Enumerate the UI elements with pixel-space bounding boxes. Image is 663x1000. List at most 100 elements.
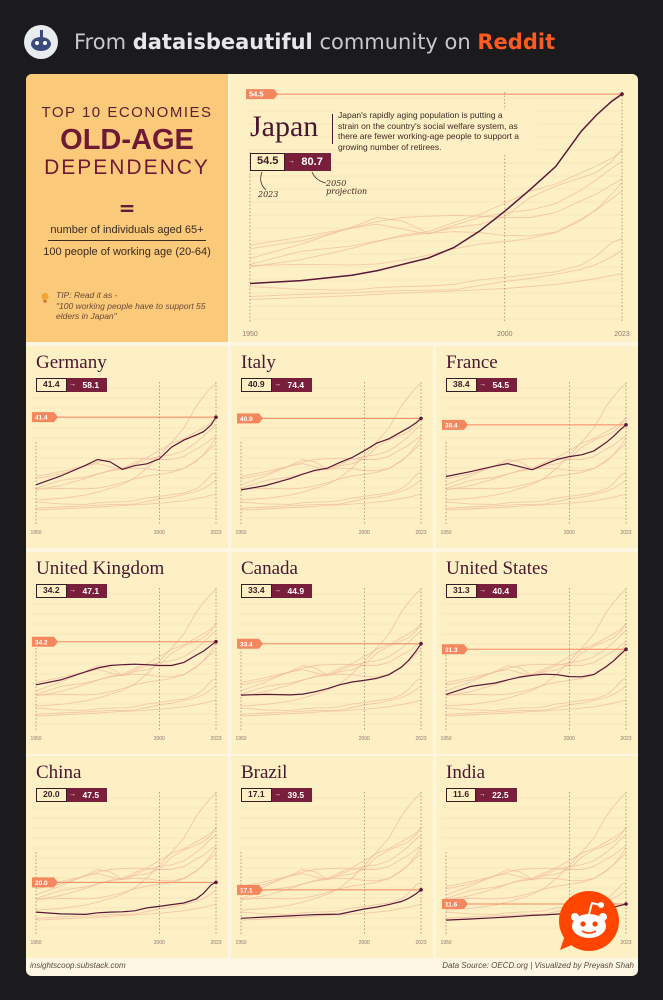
value-box: 54.5 → 80.7 — [250, 153, 331, 171]
data-point — [624, 647, 628, 651]
x-tick-label: 2000 — [564, 736, 575, 742]
ghost-series-germany — [445, 416, 627, 486]
x-tick-label: 2000 — [359, 530, 370, 536]
value-2050: 39.5 — [283, 788, 313, 802]
ghost-series-germany — [240, 622, 422, 692]
ghost-series-germany — [35, 622, 217, 692]
ghost-series-brazil — [240, 685, 422, 715]
value-tag-label: 54.5 — [249, 90, 264, 99]
ghost-series-brazil — [445, 685, 627, 715]
line-chart-france: 38.4 1950 2000 2023 — [440, 382, 632, 536]
series-line-brazil — [240, 889, 422, 919]
value-box: 11.6 → 22.5 — [446, 788, 517, 802]
country-name: United States — [446, 558, 548, 579]
formula-numerator: number of individuals aged 65+ — [48, 224, 206, 241]
ghost-series-france — [35, 834, 217, 887]
x-tick-label: 1950 — [30, 736, 41, 742]
value-tag — [442, 899, 468, 910]
ghost-series-india — [445, 699, 627, 717]
ghost-series-brazil — [240, 479, 422, 509]
value-tag-label: 41.4 — [35, 415, 48, 422]
chart-panel-germany: 41.4 1950 2000 2023 Germany 41.4 → 58.1 — [26, 346, 228, 548]
ghost-series-canada — [35, 437, 217, 490]
value-2050: 40.4 — [488, 584, 518, 598]
data-point — [214, 415, 218, 419]
projection-year: 2050 — [326, 179, 347, 188]
ghost-series-germany — [35, 826, 217, 896]
x-tick-label: 2023 — [415, 940, 426, 946]
community-avatar-icon[interactable] — [24, 25, 58, 59]
value-tag — [237, 884, 263, 895]
ghost-series-germany — [240, 416, 422, 486]
x-tick-label: 2000 — [359, 940, 370, 946]
ghost-series-united-states — [445, 442, 627, 489]
ghost-series-canada — [240, 847, 422, 900]
data-point — [624, 902, 628, 906]
series-line-italy — [240, 417, 422, 491]
value-tag — [442, 644, 468, 655]
ghost-series-brazil — [445, 889, 627, 919]
chart-panel-united-states: 31.3 1950 2000 2023 United States 31.3 → 40.4 — [436, 552, 638, 754]
line-chart-brazil: 17.1 1950 2000 2023 — [235, 792, 427, 946]
chart-panel-france: 38.4 1950 2000 2023 France 38.4 → 54.5 — [436, 346, 638, 548]
x-tick-label: 2023 — [210, 736, 221, 742]
value-2050: 47.5 — [78, 788, 108, 802]
series-line-japan — [249, 93, 623, 285]
community-name[interactable]: datаisbeautiful — [132, 30, 313, 54]
arrow-right-icon: → — [271, 378, 284, 392]
source-prefix: From — [74, 30, 127, 54]
ghost-series-germany — [445, 826, 627, 896]
value-tag-label: 38.4 — [445, 422, 458, 429]
value-tag — [442, 419, 468, 430]
ghost-series-united-kingdom — [35, 845, 217, 890]
ghost-series-italy — [240, 624, 422, 697]
x-tick-label: 2000 — [154, 940, 165, 946]
tip-text: TIP: Read it as - "100 working people ha… — [56, 290, 216, 322]
ghost-series-italy — [35, 418, 217, 491]
post-header: From datаisbeautiful community on Reddit — [24, 24, 555, 60]
ghost-series-japan — [445, 588, 627, 707]
lightbulb-icon — [41, 292, 49, 303]
x-tick-label: 1950 — [242, 331, 258, 338]
arrow-right-icon: → — [66, 788, 79, 802]
value-2023: 20.0 — [36, 788, 67, 802]
value-tag — [32, 636, 58, 647]
ghost-series-japan — [35, 792, 217, 911]
country-name: Italy — [241, 352, 276, 373]
line-chart-china: 20.0 1950 2000 2023 — [30, 792, 222, 946]
x-tick-label: 2000 — [154, 530, 165, 536]
annotation-line: there are fewer working-age people to su… — [338, 131, 519, 142]
x-tick-label: 1950 — [30, 940, 41, 946]
ghost-series-china — [240, 881, 422, 915]
ghost-series-china — [445, 471, 627, 505]
ghost-series-china — [240, 677, 422, 711]
ghost-series-italy — [249, 150, 623, 268]
ghost-series-china — [35, 677, 217, 711]
value-tag — [237, 413, 263, 424]
ghost-series-india — [445, 493, 627, 511]
x-tick-label: 1950 — [440, 940, 451, 946]
value-box: 31.3 → 40.4 — [446, 584, 518, 598]
annotation-line: strain on the country's social welfare s… — [338, 120, 518, 131]
reddit-logo-icon[interactable] — [558, 890, 620, 952]
x-tick-label: 1950 — [440, 736, 451, 742]
ghost-series-united-kingdom — [240, 845, 422, 890]
country-name: India — [446, 762, 486, 783]
ghost-series-india — [35, 493, 217, 511]
annotation-line: Japan's rapidly aging population is putt… — [338, 110, 503, 120]
arrow-right-icon: → — [66, 378, 79, 392]
x-tick-label: 2023 — [620, 530, 631, 536]
ghost-series-china — [240, 471, 422, 505]
line-chart-united-states: 31.3 1950 2000 2023 — [440, 588, 632, 742]
value-2050: 58.1 — [78, 378, 108, 392]
platform-name[interactable]: Reddit — [477, 30, 556, 54]
chart-panel-china: 20.0 1950 2000 2023 China 20.0 → 47.5 — [26, 756, 228, 958]
ghost-series-india — [240, 903, 422, 921]
x-tick-label: 2023 — [415, 736, 426, 742]
series-line-china — [35, 881, 217, 916]
x-tick-label: 2000 — [564, 530, 575, 536]
value-tag — [32, 412, 58, 423]
ghost-series-france — [240, 424, 422, 477]
annotation-line: growing number of retirees. — [338, 141, 442, 152]
value-box: 34.2 → 47.1 — [36, 584, 108, 598]
